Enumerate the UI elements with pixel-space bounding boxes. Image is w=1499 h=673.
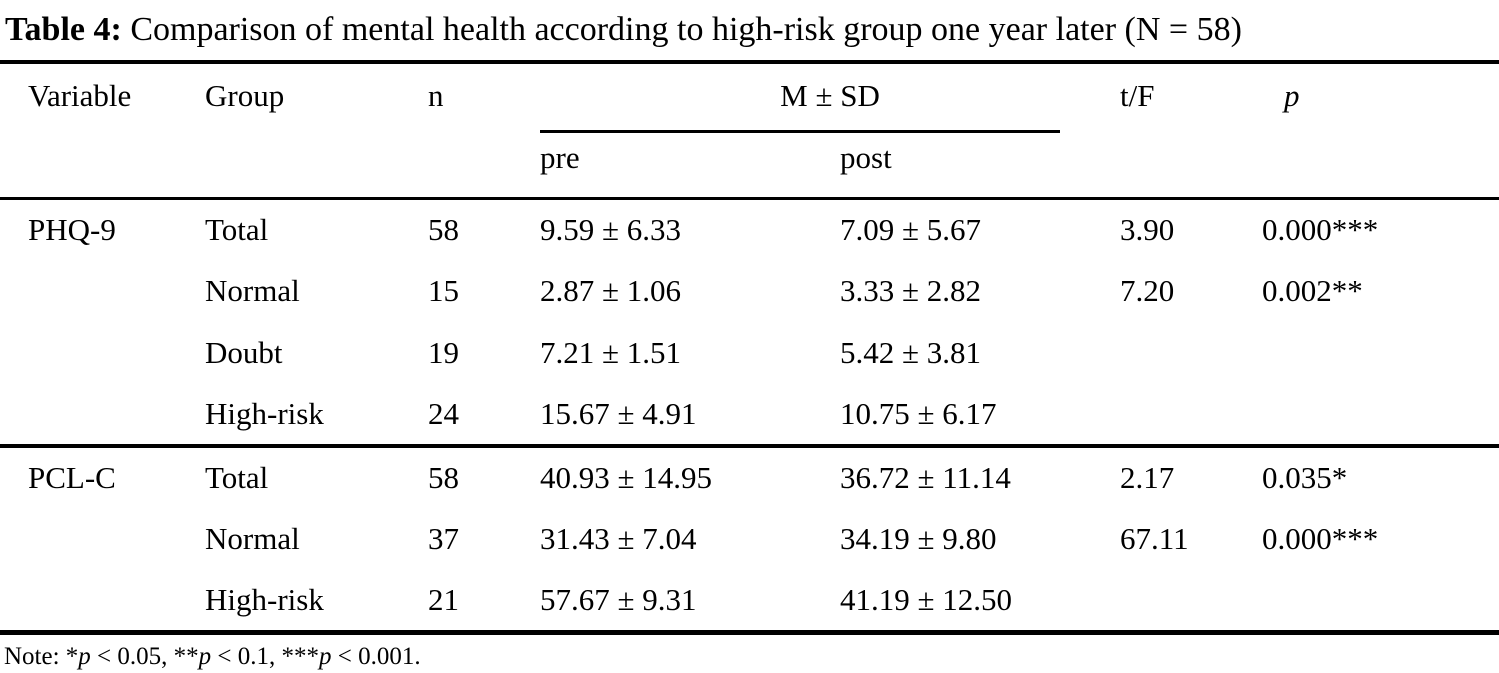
cell-p: 0.035* [1262,444,1499,508]
cell-pre: 40.93 ± 14.95 [540,444,840,508]
cell-pre: 2.87 ± 1.06 [540,273,682,308]
cell-n: 15 [428,273,459,308]
header-post: post [840,134,1120,200]
cell-p: 0.000*** [1262,211,1379,247]
cell-post: 5.42 ± 3.81 [840,335,982,370]
table-row: Normal 15 2.87 ± 1.06 3.33 ± 2.82 7.20 0… [0,260,1499,322]
cell-variable: PHQ-9 [28,211,116,247]
cell-tf: 67.11 [1120,521,1189,556]
header-row-1: Variable Group n M ± SD t/F p [0,62,1499,134]
header-spacer [1120,134,1262,200]
header-spacer [428,134,540,200]
footnote-text: Note: * [4,642,79,670]
table-header: Variable Group n M ± SD t/F p pre post [0,62,1499,200]
cell-n: 21 [428,581,459,617]
footnote-p-symbol: p [78,642,91,670]
cell-variable [0,508,205,570]
cell-p: 0.000*** [1262,521,1379,556]
footnote-text: < 0.1, *** [211,642,320,670]
table-row: High-risk 24 15.67 ± 4.91 10.75 ± 6.17 [0,384,1499,446]
cell-post: 36.72 ± 11.14 [840,444,1120,508]
cell-group: High-risk [205,396,324,431]
cell-variable [0,260,205,322]
cell-pre: 31.43 ± 7.04 [540,521,697,556]
cell-variable [0,570,205,632]
table-row: High-risk 21 57.67 ± 9.31 41.19 ± 12.50 [0,570,1499,632]
cell-post: 10.75 ± 6.17 [840,396,997,431]
cell-variable [0,384,205,446]
header-pre: pre [540,134,840,200]
cell-pre: 9.59 ± 6.33 [540,211,682,247]
cell-tf [1120,384,1262,446]
footnote-p-symbol: p [319,642,332,670]
msd-spanner-rule [540,130,1060,133]
cell-tf [1120,322,1262,384]
table-row: Doubt 19 7.21 ± 1.51 5.42 ± 3.81 [0,322,1499,384]
cell-pre: 7.21 ± 1.51 [540,335,682,370]
cell-n: 19 [428,335,459,370]
header-p: p [1284,78,1300,113]
table-caption: Table 4: Comparison of mental health acc… [0,0,1499,60]
cell-p [1262,384,1499,446]
cell-tf [1120,570,1262,632]
cell-post: 7.09 ± 5.67 [840,211,982,247]
cell-post: 41.19 ± 12.50 [840,581,1013,617]
cell-tf: 3.90 [1120,211,1175,247]
cell-pre: 57.67 ± 9.31 [540,581,697,617]
cell-group: Doubt [205,335,283,370]
table-row: PHQ-9 Total 58 9.59 ± 6.33 7.09 ± 5.67 3… [0,198,1499,260]
header-n: n [428,78,444,113]
cell-n: 37 [428,521,459,556]
cell-group: Total [205,444,428,508]
cell-p [1262,322,1499,384]
cell-group: Total [205,211,269,247]
cell-p: 0.002** [1262,273,1363,308]
header-variable: Variable [28,78,132,113]
cell-variable [0,322,205,384]
cell-n: 58 [428,444,540,508]
footnote-p-symbol: p [198,642,212,670]
header-tf: t/F [1120,78,1155,113]
cell-p [1262,570,1499,632]
table-row: Normal 37 31.43 ± 7.04 34.19 ± 9.80 67.1… [0,508,1499,570]
footnote-text: < 0.001. [331,642,421,670]
cell-group: Normal [205,273,300,308]
cell-tf: 2.17 [1120,444,1262,508]
cell-post: 34.19 ± 9.80 [840,521,997,556]
table-footnote: Note: *p < 0.05, **p < 0.1, ***p < 0.001… [0,635,1499,672]
table-body: PHQ-9 Total 58 9.59 ± 6.33 7.09 ± 5.67 3… [0,198,1499,632]
header-spacer [1262,134,1499,200]
table-row: PCL-C Total 58 40.93 ± 14.95 36.72 ± 11.… [0,444,1499,508]
comparison-table: Variable Group n M ± SD t/F p pre post [0,60,1499,635]
cell-pre: 15.67 ± 4.91 [540,396,697,431]
cell-group: Normal [205,521,300,556]
header-spacer [205,134,428,200]
header-msd: M ± SD [540,62,1120,134]
table-caption-text: Comparison of mental health according to… [121,11,1242,48]
cell-post: 3.33 ± 2.82 [840,273,982,308]
cell-n: 24 [428,396,459,431]
cell-tf: 7.20 [1120,273,1175,308]
cell-n: 58 [428,211,459,247]
header-group: Group [205,78,285,113]
header-row-2: pre post [0,134,1499,200]
cell-group: High-risk [205,581,324,617]
cell-variable: PCL-C [0,444,205,508]
header-spacer [0,134,205,200]
footnote-text: < 0.05, ** [90,642,199,670]
table-caption-label: Table 4: [5,11,122,48]
header-msd-label: M ± SD [780,78,880,113]
